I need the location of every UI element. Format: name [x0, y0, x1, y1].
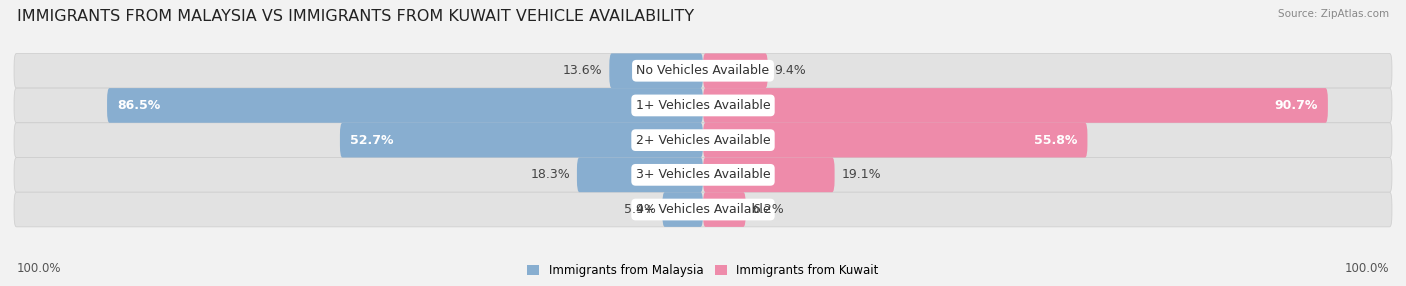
- FancyBboxPatch shape: [14, 88, 1392, 123]
- FancyBboxPatch shape: [14, 53, 1392, 88]
- FancyBboxPatch shape: [703, 88, 1327, 123]
- FancyBboxPatch shape: [107, 88, 703, 123]
- Text: Source: ZipAtlas.com: Source: ZipAtlas.com: [1278, 9, 1389, 19]
- Legend: Immigrants from Malaysia, Immigrants from Kuwait: Immigrants from Malaysia, Immigrants fro…: [527, 264, 879, 277]
- Text: 3+ Vehicles Available: 3+ Vehicles Available: [636, 168, 770, 181]
- Text: 86.5%: 86.5%: [117, 99, 160, 112]
- Text: 5.9%: 5.9%: [624, 203, 655, 216]
- Text: 100.0%: 100.0%: [1344, 262, 1389, 275]
- Text: 19.1%: 19.1%: [841, 168, 882, 181]
- FancyBboxPatch shape: [14, 158, 1392, 192]
- FancyBboxPatch shape: [14, 192, 1392, 227]
- Text: 18.3%: 18.3%: [530, 168, 569, 181]
- FancyBboxPatch shape: [662, 192, 703, 227]
- FancyBboxPatch shape: [14, 123, 1392, 158]
- Text: 4+ Vehicles Available: 4+ Vehicles Available: [636, 203, 770, 216]
- Text: IMMIGRANTS FROM MALAYSIA VS IMMIGRANTS FROM KUWAIT VEHICLE AVAILABILITY: IMMIGRANTS FROM MALAYSIA VS IMMIGRANTS F…: [17, 9, 695, 23]
- Text: 100.0%: 100.0%: [17, 262, 62, 275]
- FancyBboxPatch shape: [609, 53, 703, 88]
- FancyBboxPatch shape: [703, 53, 768, 88]
- Text: 2+ Vehicles Available: 2+ Vehicles Available: [636, 134, 770, 147]
- Text: 52.7%: 52.7%: [350, 134, 394, 147]
- Text: 55.8%: 55.8%: [1033, 134, 1077, 147]
- FancyBboxPatch shape: [703, 158, 835, 192]
- Text: 13.6%: 13.6%: [562, 64, 602, 77]
- Text: 9.4%: 9.4%: [775, 64, 807, 77]
- FancyBboxPatch shape: [340, 123, 703, 158]
- Text: 1+ Vehicles Available: 1+ Vehicles Available: [636, 99, 770, 112]
- Text: No Vehicles Available: No Vehicles Available: [637, 64, 769, 77]
- FancyBboxPatch shape: [703, 123, 1087, 158]
- Text: 90.7%: 90.7%: [1274, 99, 1317, 112]
- FancyBboxPatch shape: [576, 158, 703, 192]
- Text: 6.2%: 6.2%: [752, 203, 785, 216]
- FancyBboxPatch shape: [703, 192, 745, 227]
